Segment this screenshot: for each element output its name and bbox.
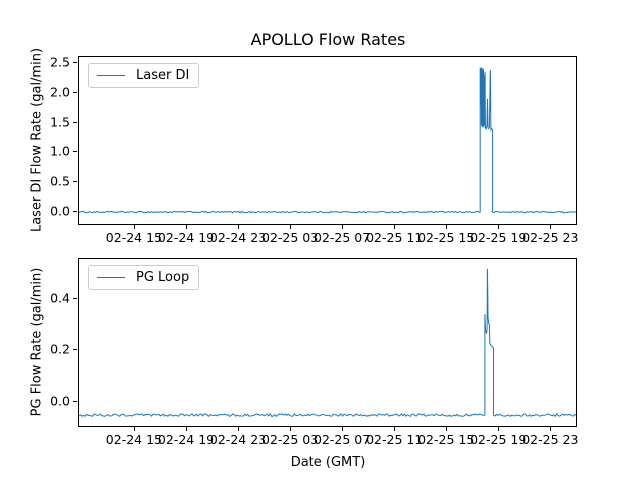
y-tick-mark — [73, 91, 77, 93]
y-tick-label: 1.5 — [50, 114, 70, 130]
ylabel-pg-loop: PG Flow Rate (gal/min) — [29, 267, 45, 417]
y-tick-label: 0.0 — [50, 393, 70, 409]
laser-di-plot-area — [79, 67, 576, 214]
y-tick-label: 0.2 — [50, 341, 70, 357]
x-tick-label: 02-25 11 — [366, 230, 423, 245]
y-tick-mark — [73, 401, 77, 403]
x-tick-label: 02-25 11 — [366, 432, 423, 447]
x-tick-label: 02-25 19 — [470, 432, 527, 447]
x-tick-label: 02-25 19 — [470, 230, 527, 245]
legend-label: PG Loop — [136, 270, 190, 285]
x-tick-label: 02-25 23 — [522, 230, 579, 245]
x-tick-mark — [498, 225, 500, 229]
x-tick-label: 02-24 15 — [105, 432, 162, 447]
x-tick-label: 02-25 15 — [418, 230, 475, 245]
axes-pg-loop: PG Loop — [78, 258, 577, 427]
y-tick-mark — [73, 62, 77, 63]
y-tick-label: 1.0 — [50, 143, 70, 159]
y-tick-label: 0.5 — [50, 173, 70, 189]
y-tick-label: 2.0 — [50, 84, 70, 100]
y-tick-mark — [73, 121, 77, 123]
x-tick-mark — [238, 427, 239, 431]
x-tick-mark — [550, 427, 552, 431]
x-tick-mark — [290, 225, 292, 229]
x-tick-mark — [550, 225, 552, 229]
x-tick-mark — [446, 427, 448, 431]
x-tick-label: 02-25 15 — [418, 432, 475, 447]
x-tick-mark — [186, 225, 187, 229]
x-tick-mark — [238, 225, 239, 229]
legend-laser-di: Laser DI — [88, 63, 200, 88]
x-tick-mark — [394, 225, 396, 229]
pg-loop-line — [79, 268, 576, 418]
x-tick-label: 02-24 15 — [105, 230, 162, 245]
ylabel-laser-di: Laser DI Flow Rate (gal/min) — [29, 47, 45, 233]
x-tick-mark — [342, 427, 344, 431]
legend-pg-loop: PG Loop — [88, 265, 200, 290]
legend-label: Laser DI — [136, 68, 190, 83]
x-tick-mark — [290, 427, 292, 431]
y-tick-mark — [73, 349, 77, 351]
figure-title: APOLLO Flow Rates — [250, 30, 406, 49]
y-tick-mark — [73, 151, 77, 153]
x-tick-label: 02-25 03 — [261, 230, 319, 245]
x-tick-mark — [342, 225, 344, 229]
x-tick-mark — [446, 225, 448, 229]
axes-laser-di: Laser DI — [78, 56, 577, 225]
x-tick-label: 02-24 23 — [209, 432, 267, 447]
y-tick-label: 0.0 — [50, 203, 70, 219]
x-tick-mark — [394, 427, 396, 431]
x-tick-label: 02-24 23 — [209, 230, 267, 245]
y-tick-label: 2.5 — [50, 54, 70, 70]
laser-di-line — [79, 67, 576, 214]
x-tick-mark — [133, 225, 135, 229]
x-tick-mark — [133, 427, 135, 431]
legend-line-sample — [97, 277, 125, 278]
x-tick-mark — [186, 427, 187, 431]
xlabel-date-gmt: Date (GMT) — [290, 455, 366, 470]
y-tick-mark — [73, 211, 77, 213]
y-tick-label: 0.4 — [50, 290, 70, 306]
pg-loop-plot-area — [79, 268, 576, 418]
x-tick-mark — [498, 427, 500, 431]
x-tick-label: 02-25 07 — [313, 432, 371, 447]
y-tick-mark — [73, 297, 77, 299]
x-tick-label: 02-25 03 — [261, 432, 319, 447]
x-tick-label: 02-24 19 — [157, 432, 215, 447]
x-tick-label: 02-24 19 — [157, 230, 215, 245]
y-tick-mark — [73, 181, 77, 183]
legend-line-sample — [97, 75, 125, 76]
x-tick-label: 02-25 23 — [522, 432, 579, 447]
x-tick-label: 02-25 07 — [313, 230, 371, 245]
